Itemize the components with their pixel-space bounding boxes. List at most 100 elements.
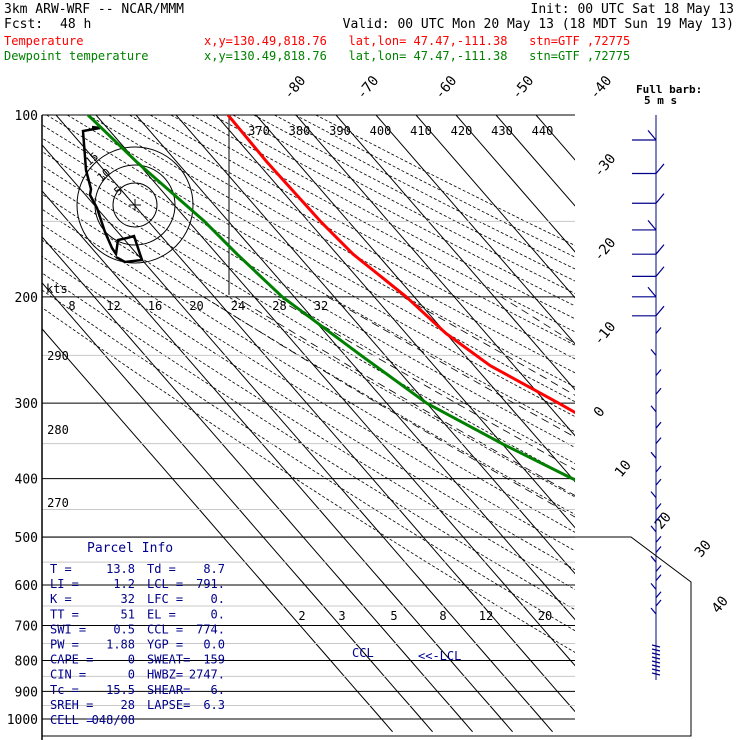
dry-adiabat-line bbox=[42, 239, 575, 571]
dry-adiabat-line bbox=[42, 272, 575, 611]
theta-tick-label: 410 bbox=[410, 124, 432, 138]
wind-barb bbox=[655, 163, 665, 174]
dewpoint-line bbox=[86, 115, 575, 482]
theta-side-label: 280 bbox=[47, 423, 69, 437]
parcel-field-label: T = bbox=[50, 562, 72, 576]
parcel-field-value: 048/08 bbox=[92, 713, 135, 727]
parcel-field-value: 0 bbox=[128, 653, 135, 667]
wind-barb bbox=[650, 607, 657, 615]
parcel-info-panel: Parcel Info T = 13.8 Td = 8.7 LI = 1.2 LCL = 791… bbox=[41, 536, 692, 737]
wind-barb bbox=[655, 387, 662, 395]
parcel-field-value: 159 bbox=[203, 653, 225, 667]
dry-adiabat-line bbox=[46, 115, 575, 418]
temperature-tick-label: 30 bbox=[692, 537, 715, 560]
wind-barb bbox=[650, 555, 657, 563]
dry-adiabat-line bbox=[42, 255, 575, 590]
parcel-field-label: CIN = bbox=[50, 668, 86, 682]
wind-barb bbox=[655, 591, 662, 599]
moist-adiabat-line bbox=[500, 296, 575, 345]
parcel-field-label: LI = bbox=[50, 577, 79, 591]
parcel-field-label: K = bbox=[50, 592, 72, 606]
pressure-tick-label: 100 bbox=[15, 109, 38, 124]
parcel-field-value: 774. bbox=[196, 622, 225, 636]
theta-tick-label: 420 bbox=[451, 124, 473, 138]
dry-adiabat-line bbox=[42, 224, 575, 552]
isotherm-line bbox=[42, 236, 473, 733]
pressure-tick-label: 800 bbox=[15, 654, 38, 669]
pressure-tick-label: 200 bbox=[15, 291, 38, 306]
wind-barb-lower bbox=[651, 664, 661, 668]
temperature-tick-label: -50 bbox=[509, 73, 538, 103]
theta-tick-label: 380 bbox=[289, 124, 311, 138]
sounding-traces bbox=[86, 115, 575, 482]
temperature-tick-label: 10 bbox=[612, 457, 635, 480]
wind-barb bbox=[655, 266, 665, 277]
moist-adiabat-line bbox=[234, 296, 575, 496]
isotherm-line bbox=[255, 115, 575, 483]
wind-barb bbox=[650, 451, 657, 459]
dry-adiabat-line bbox=[150, 115, 575, 346]
pressure-tick-label: 400 bbox=[15, 473, 38, 488]
parcel-field-value: 0. bbox=[211, 592, 225, 606]
theta-side-label: 290 bbox=[47, 349, 69, 363]
parcel-panel-border bbox=[41, 536, 692, 737]
init-time: Init: 00 UTC Sat 18 May 13 bbox=[530, 2, 735, 17]
isotherm-line bbox=[42, 190, 513, 733]
temperature-tick-label: -20 bbox=[591, 235, 620, 265]
wind-barb bbox=[655, 535, 662, 543]
mixing-ratio-label: 3 bbox=[338, 609, 345, 623]
isotherm-line bbox=[616, 115, 740, 732]
hodograph-speed-tick: 20 bbox=[189, 299, 203, 313]
isotherm-line bbox=[375, 115, 575, 345]
dry-adiabat-line bbox=[42, 208, 575, 533]
temperature-tick-label: -10 bbox=[591, 319, 620, 349]
parcel-field-label: Td = bbox=[147, 562, 176, 576]
wind-barb bbox=[650, 525, 657, 533]
parcel-field-value: 1.2 bbox=[113, 577, 135, 591]
barb-legend-title: Full barb: bbox=[636, 83, 702, 96]
temperature-tick-label: 0 bbox=[591, 404, 609, 421]
parcel-field-label: YGP = bbox=[147, 638, 183, 652]
hodograph-speed-tick: 24 bbox=[231, 299, 245, 313]
isotherm-line bbox=[215, 115, 575, 529]
temperature-tick-label: -30 bbox=[591, 151, 620, 181]
parcel-field-value: 28 bbox=[121, 698, 135, 712]
temperature-tick-label: 20 bbox=[652, 509, 675, 532]
temperature-tick-label: -80 bbox=[281, 73, 310, 103]
theta-tick-label: 390 bbox=[329, 124, 351, 138]
isotherm-line bbox=[455, 115, 575, 253]
parcel-field-value: 0.5 bbox=[113, 622, 135, 636]
hodograph-trace bbox=[81, 125, 144, 264]
pressure-tick-label: 300 bbox=[15, 397, 38, 412]
valid-time: Valid: 00 UTC Mon 20 May 13 (18 MDT Sun … bbox=[342, 17, 734, 32]
wind-barb bbox=[655, 305, 665, 317]
wind-barb bbox=[647, 286, 657, 298]
hodograph-speed-tick: 28 bbox=[272, 299, 286, 313]
parcel-field-label: SHEAR= bbox=[147, 683, 190, 697]
dry-adiabat-line bbox=[108, 115, 575, 374]
theta-side-label: 270 bbox=[47, 496, 69, 510]
parcel-field-label: Tc = bbox=[50, 683, 79, 697]
parcel-field-value: 1.88 bbox=[106, 638, 135, 652]
dry-adiabat-line bbox=[42, 307, 575, 653]
wind-barb bbox=[655, 574, 662, 581]
isotherm-line bbox=[42, 328, 393, 733]
theta-tick-label: 370 bbox=[248, 124, 270, 138]
wind-barb-lower bbox=[651, 668, 661, 672]
temperature-location: x,y=130.49,818.76 lat,lon= 47.47,-111.38… bbox=[204, 34, 631, 48]
isotherm-line bbox=[295, 115, 575, 437]
isotherm-line bbox=[535, 115, 575, 161]
mixing-ratio-label: 8 bbox=[439, 609, 446, 623]
wind-barb bbox=[655, 369, 662, 376]
wind-barb-lower bbox=[651, 672, 661, 676]
barb-legend-unit: 5 m s bbox=[644, 94, 677, 107]
isotherm-line bbox=[135, 115, 575, 621]
parcel-field-label: HWBZ= bbox=[147, 668, 183, 682]
parcel-field-label: SWI = bbox=[50, 622, 86, 636]
wind-barb bbox=[655, 193, 665, 204]
isotherm-line bbox=[42, 282, 433, 733]
theta-tick-label: 440 bbox=[532, 124, 554, 138]
chart-grid bbox=[42, 115, 740, 733]
dry-adiabat-line bbox=[274, 115, 575, 270]
parcel-field-value: 15.5 bbox=[106, 683, 135, 697]
